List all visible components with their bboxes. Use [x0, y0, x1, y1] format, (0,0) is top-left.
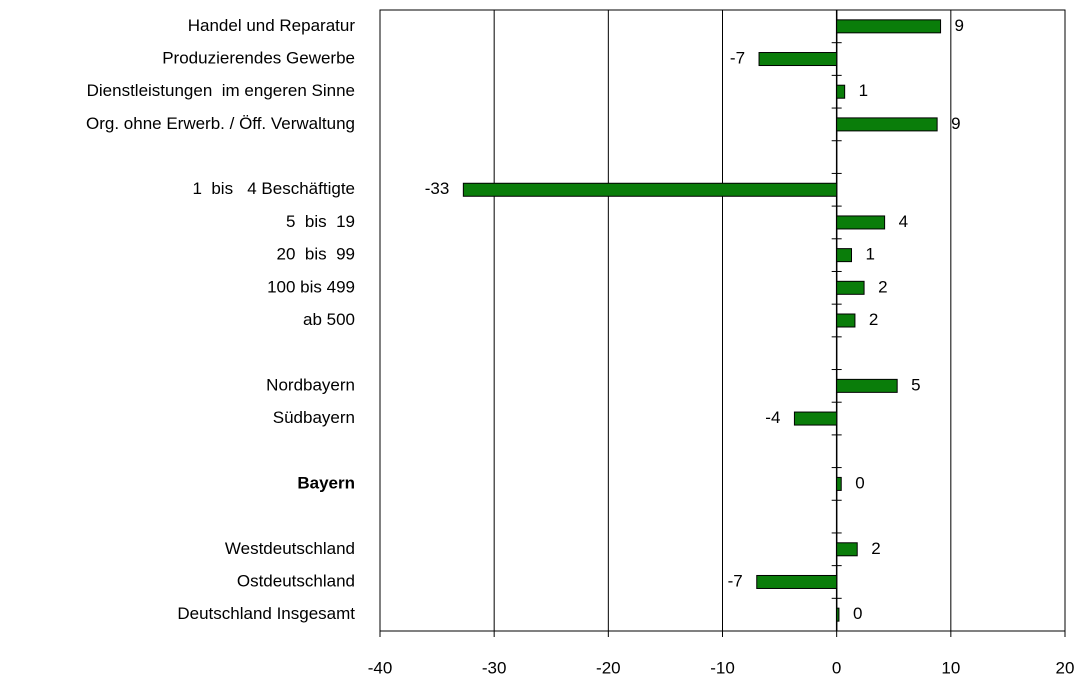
- category-label: 5 bis 19: [286, 212, 355, 231]
- bar: [836, 280, 865, 295]
- x-tick-label: 0: [832, 658, 841, 677]
- category-label: Westdeutschland: [225, 539, 355, 558]
- value-label: 0: [853, 604, 862, 623]
- x-tick-label: -10: [710, 658, 735, 677]
- category-label: Org. ohne Erwerb. / Öff. Verwaltung: [86, 114, 355, 133]
- category-label: Handel und Reparatur: [188, 16, 356, 35]
- value-label: 1: [866, 245, 875, 264]
- bar: [836, 19, 942, 34]
- category-label: 20 bis 99: [277, 245, 355, 264]
- value-label: -7: [728, 571, 743, 590]
- value-label: 9: [951, 114, 960, 133]
- category-label: ab 500: [303, 310, 355, 329]
- category-label: Ostdeutschland: [237, 571, 355, 590]
- value-label: 2: [878, 277, 887, 296]
- category-label: 1 bis 4 Beschäftigte: [192, 179, 355, 198]
- bar: [462, 182, 838, 197]
- bar: [836, 378, 898, 393]
- category-label: Dienstleistungen im engeren Sinne: [87, 81, 355, 100]
- value-label: 0: [855, 473, 864, 492]
- value-label: 2: [871, 539, 880, 558]
- bar: [756, 574, 838, 589]
- value-label: 2: [869, 310, 878, 329]
- bar: [836, 215, 886, 230]
- bar: [836, 476, 842, 491]
- category-label: Bayern: [297, 473, 355, 492]
- bar: [836, 248, 853, 263]
- value-label: 9: [955, 16, 964, 35]
- bar: [758, 52, 838, 67]
- value-label: -7: [730, 49, 745, 68]
- bar: [836, 607, 840, 622]
- category-label: 100 bis 499: [267, 277, 355, 296]
- x-tick-label: 10: [941, 658, 960, 677]
- bar: [836, 313, 856, 328]
- x-tick-label: -30: [482, 658, 507, 677]
- x-tick-label: 20: [1056, 658, 1075, 677]
- category-label: Deutschland Insgesamt: [177, 604, 355, 623]
- category-label: Südbayern: [273, 408, 355, 427]
- x-tick-label: -40: [368, 658, 393, 677]
- bar: [793, 411, 838, 426]
- category-label: Nordbayern: [266, 375, 355, 394]
- value-label: 5: [911, 375, 920, 394]
- bar: [836, 117, 938, 132]
- x-tick-label: -20: [596, 658, 621, 677]
- value-label: 4: [899, 212, 908, 231]
- bar: [836, 542, 858, 557]
- value-label: -4: [765, 408, 780, 427]
- category-label: Produzierendes Gewerbe: [162, 49, 355, 68]
- bar: [836, 84, 846, 99]
- value-label: 1: [859, 81, 868, 100]
- value-label: -33: [425, 179, 450, 198]
